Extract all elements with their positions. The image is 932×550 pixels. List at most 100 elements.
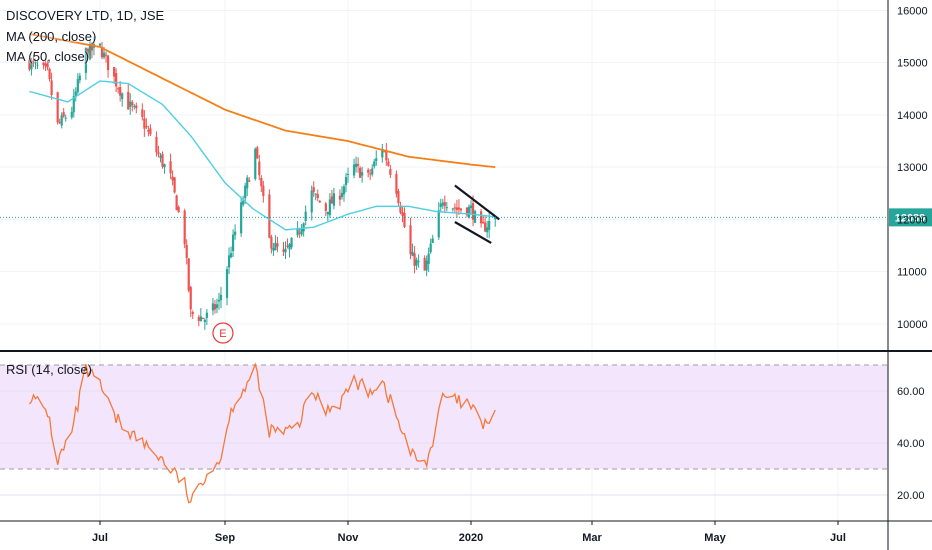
candle-body [479,211,483,224]
candle-body [375,158,378,162]
candle-body [371,168,374,175]
candle-body [183,210,186,245]
candle-body [113,67,116,77]
candle-body [90,43,94,51]
candle-body [106,55,110,71]
candle-body [34,61,37,64]
candle-body [465,207,469,216]
candle-body [135,105,138,109]
candle-body [344,177,348,186]
last-price-label: 12039 [895,212,926,224]
candle-body [272,248,275,251]
candle-body [248,180,251,182]
candle-body [268,194,271,238]
candle-body [30,60,33,70]
candle-body [173,177,176,193]
candle-body [155,136,158,153]
candle-body [425,260,428,271]
time-tick-label: Jul [830,532,846,544]
price-tick-label: 16000 [897,5,928,17]
candle-body [326,211,329,215]
candle-body [318,200,321,203]
rsi-tick-label: 60.00 [897,386,925,398]
candle-body [439,203,442,208]
candle-body [72,95,75,113]
candle-body [205,312,208,318]
candle-body [254,148,257,179]
candle-body [76,79,79,93]
candle-body [284,248,287,253]
candle-body [185,244,188,258]
candle-body [115,73,118,87]
candle-body [225,269,229,298]
candle-body [133,106,136,108]
candles [28,36,497,330]
rsi-band [0,365,888,469]
candle-body [467,206,471,218]
candle-body [389,168,392,175]
candle-body [411,251,414,256]
candle-body [403,213,406,227]
candle-body [385,150,388,161]
rsi-line [28,362,496,504]
candle-body [28,59,31,70]
candle-body [494,217,497,220]
candle-body [282,249,285,252]
candle-body [50,80,53,96]
candle-body [387,161,390,166]
candle-body [163,164,166,168]
candle-body [381,148,384,158]
candle-body [453,207,456,209]
earnings-marker [212,322,234,344]
candle-body [423,257,426,271]
candle-body [147,129,150,132]
candle-body [175,195,178,211]
time-tick-label: Nov [338,532,360,544]
candle-body [361,172,364,176]
ma50-legend[interactable]: MA (50, close) [6,49,90,64]
candle-body [445,207,448,209]
candle-body [429,243,432,253]
candle-body [409,225,412,255]
candle-body [488,220,491,230]
candle-body [62,112,65,117]
price-tick-label: 15000 [897,58,928,70]
candle-body [98,43,102,46]
candle-body [312,187,315,192]
rsi-tick-label: 20.00 [897,490,925,502]
candle-body [70,111,73,118]
candle-body [157,152,160,155]
candle-body [451,208,454,210]
candle-body [473,211,477,223]
candle-body [84,48,87,73]
candle-body [161,153,164,167]
candle-body [117,88,120,90]
candle-body [44,63,47,67]
candle-body [399,205,402,213]
candle-body [36,64,39,66]
candle-body [310,190,313,213]
candle-body [340,192,344,198]
rsi-legend[interactable]: RSI (14, close) [6,362,92,377]
candle-body [302,223,305,232]
candle-body [121,93,124,100]
candle-body [296,229,299,236]
candle-body [258,161,261,176]
ma200-legend[interactable]: MA (200, close) [6,29,97,44]
candle-body [240,202,243,234]
candle-body [86,48,90,58]
candle-body [328,199,331,216]
candle-body [290,237,293,248]
candle-body [169,161,172,174]
candle-body [469,205,473,209]
candle-body [346,174,350,176]
candle-body [100,47,104,58]
candle-body [213,304,217,310]
candle-body [143,118,146,129]
candle-body [276,243,279,247]
candle-body [316,194,319,199]
candle-body [149,128,152,135]
candle-body [324,203,327,211]
candle-body [300,228,303,235]
candle-body [262,185,265,197]
